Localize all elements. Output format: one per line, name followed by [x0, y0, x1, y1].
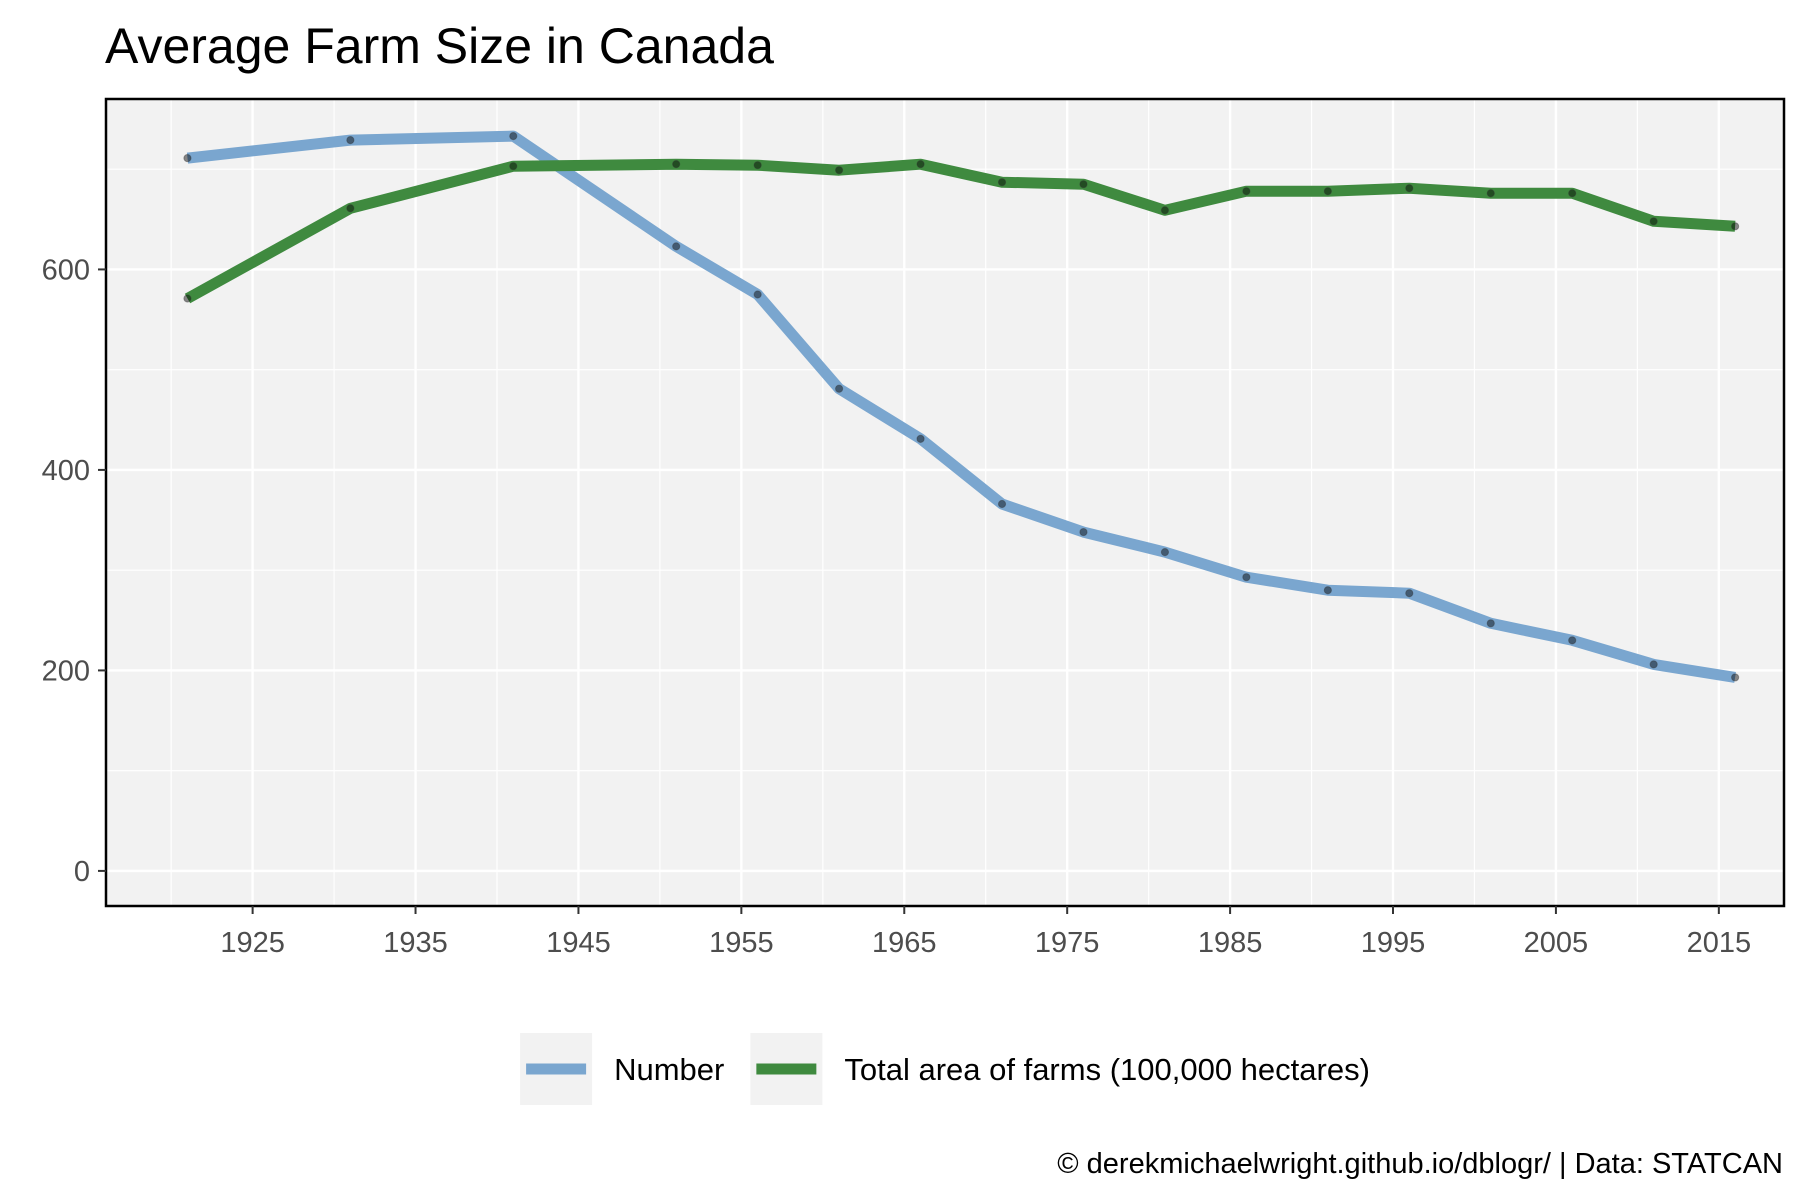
data-point [753, 290, 762, 299]
data-point [1486, 189, 1495, 198]
data-point [916, 434, 925, 443]
data-point [753, 161, 762, 170]
x-tick-label: 1965 [872, 927, 937, 959]
data-point [183, 294, 192, 303]
data-point [672, 160, 681, 169]
x-tick-label: 1995 [1361, 927, 1426, 959]
plot-border [104, 97, 1786, 908]
x-tick-label: 1955 [709, 927, 774, 959]
data-point [1649, 660, 1658, 669]
data-point [835, 166, 844, 175]
x-tick-label: 1925 [220, 927, 285, 959]
data-point [997, 178, 1007, 187]
data-point [1568, 636, 1577, 645]
data-point [183, 154, 192, 163]
data-point [1323, 187, 1332, 196]
data-point [1568, 189, 1577, 198]
chart-title: Average Farm Size in Canada [105, 18, 774, 74]
data-point [1323, 586, 1332, 595]
y-axis: 0 200 400 600 [42, 254, 106, 888]
y-tick-label: 0 [74, 856, 90, 888]
data-point [1160, 206, 1170, 215]
data-point [997, 499, 1007, 509]
x-axis: 1925 1935 1945 1955 1965 1975 1985 1995 2005 2015 [220, 906, 1751, 959]
data-point [835, 384, 844, 393]
data-point [1731, 673, 1740, 682]
x-tick-label: 1985 [1198, 927, 1263, 959]
legend: Number Total area of farms (100,000 hecta… [520, 1033, 1370, 1105]
data-point [1079, 527, 1088, 537]
data-point [672, 242, 681, 251]
data-point [1079, 180, 1088, 189]
data-point [1242, 573, 1251, 582]
data-point [1405, 589, 1414, 598]
x-tick-label: 2005 [1524, 927, 1589, 959]
series-line-0 [186, 130, 1736, 683]
data-point [1242, 187, 1251, 196]
y-tick-label: 600 [42, 254, 90, 286]
series-lines [184, 130, 1736, 683]
x-tick-label: 1975 [1035, 927, 1100, 959]
major-gridlines [106, 99, 1784, 906]
series-line-1 [184, 158, 1736, 304]
legend-label: Number [614, 1052, 724, 1087]
data-point [916, 160, 925, 169]
data-point [509, 162, 518, 171]
y-tick-label: 400 [42, 455, 90, 487]
x-tick-label: 2015 [1687, 927, 1752, 959]
legend-label: Total area of farms (100,000 hectares) [844, 1052, 1370, 1087]
data-point [1160, 548, 1170, 557]
x-tick-label: 1935 [383, 927, 448, 959]
plot-panel [106, 99, 1784, 906]
data-point [1649, 217, 1658, 226]
y-tick-label: 200 [42, 655, 90, 687]
series-points [183, 131, 1740, 682]
x-tick-label: 1945 [546, 927, 611, 959]
data-point [1486, 619, 1495, 628]
data-point [346, 136, 355, 145]
data-point [509, 131, 518, 141]
data-point [1405, 184, 1414, 193]
chart-caption: © derekmichaelwright.github.io/dblogr/ |… [1057, 1148, 1783, 1180]
data-point [1731, 222, 1740, 231]
data-point [346, 204, 355, 213]
